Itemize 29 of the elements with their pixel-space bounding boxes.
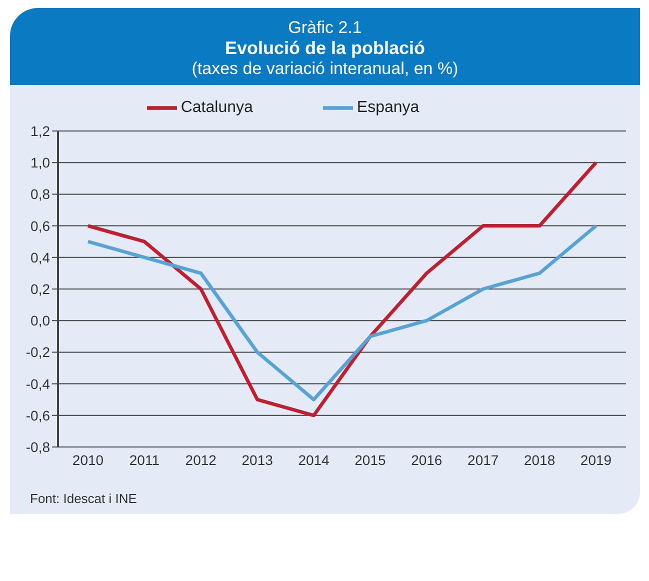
text: Gràfic 2.1 <box>287 18 363 38</box>
legend-label: Espanya <box>356 99 420 116</box>
x-tick-label: 2019 <box>580 452 612 468</box>
y-tick-label: 1,2 <box>30 122 50 139</box>
x-tick-label: 2016 <box>411 452 442 468</box>
y-tick-label: 0,0 <box>30 312 50 329</box>
x-tick-label: 2010 <box>72 452 104 468</box>
x-tick-label: 2012 <box>185 452 217 468</box>
x-tick-label: 2014 <box>298 452 330 468</box>
y-tick-label: 0,8 <box>30 186 50 202</box>
y-tick-label: 0,2 <box>30 280 50 297</box>
y-tick-label: 0,4 <box>30 249 50 266</box>
chart-title: Evolució de la població <box>224 38 426 59</box>
y-tick-label: -0,8 <box>26 438 50 455</box>
y-tick-label: -0,6 <box>26 407 50 424</box>
x-tick-label: 2011 <box>129 452 160 468</box>
line-series <box>86 160 598 418</box>
x-tick-label: 2013 <box>242 452 274 468</box>
y-tick-label: -0,4 <box>26 376 50 392</box>
y-tick-label: -0,2 <box>26 344 50 360</box>
line-series <box>86 224 598 402</box>
legend-label: Catalunya <box>180 99 253 116</box>
x-tick-label: 2018 <box>524 452 556 468</box>
x-tick-label: 2015 <box>354 452 386 468</box>
chart-subtitle: (taxes de variació interanual, en %) <box>190 59 460 79</box>
y-tick-label: 0,6 <box>30 218 50 234</box>
x-tick-label: 2017 <box>468 452 499 468</box>
text: Font: Idescat i INE <box>29 491 138 506</box>
y-tick-label: 1,0 <box>30 154 50 171</box>
